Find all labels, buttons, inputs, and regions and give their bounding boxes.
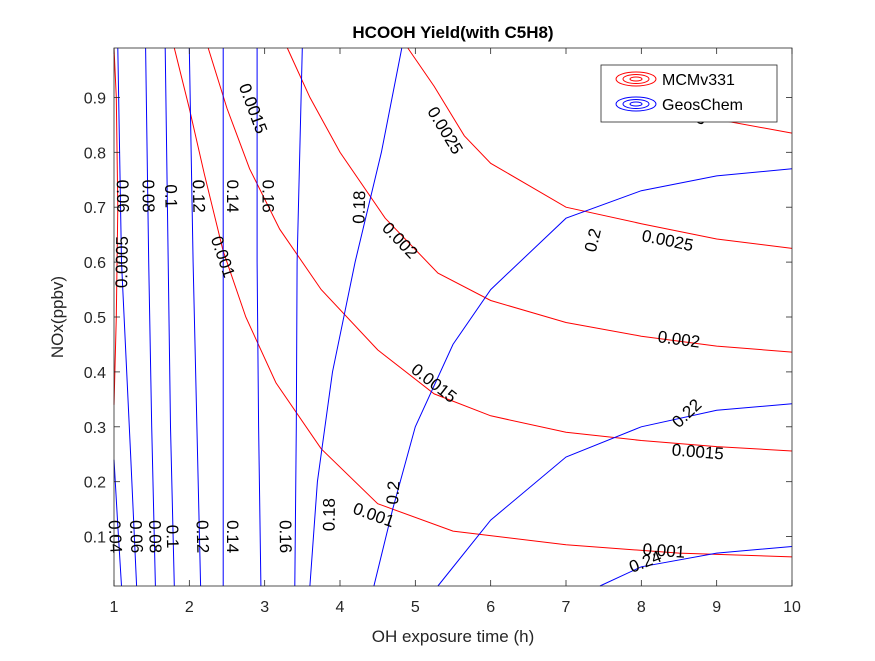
legend-swatch-ring (615, 71, 657, 87)
contour-label: 0.08 (138, 179, 157, 212)
legend: MCMv331 GeosChem (600, 64, 778, 123)
contour-label: 0.1 (163, 525, 183, 549)
contour-line-mcmv331-0.002 (286, 47, 793, 353)
legend-entry-label: GeosChem (662, 97, 743, 114)
y-tick-label: 0.4 (84, 365, 106, 382)
x-tick-label: 9 (712, 599, 721, 616)
contour-line-geoschem-0.08 (145, 47, 156, 587)
x-tick-label: 6 (486, 599, 495, 616)
contour-line-geoschem-0.18 (294, 47, 303, 587)
y-tick-label: 0.5 (84, 310, 106, 327)
contour-label: 0.14 (223, 520, 242, 553)
x-tick-label: 4 (336, 599, 345, 616)
contour-line-geoschem-0.22 (373, 168, 793, 587)
contour-label: 0.0015 (671, 440, 724, 463)
x-tick-label: 3 (260, 599, 269, 616)
y-axis-label: NOx(ppbv) (48, 276, 67, 358)
contour-label: 0.12 (193, 520, 213, 554)
y-tick-label: 0.8 (84, 145, 106, 162)
y-tick-label: 0.1 (84, 530, 106, 547)
contour-label: 0.001 (642, 540, 686, 562)
contour-label: 0.2 (581, 227, 605, 254)
contour-label: 0.18 (349, 190, 369, 224)
x-axis-ticks: 1 2 3 4 5 6 7 8 9 10 (110, 48, 801, 616)
contour-label: 0.06 (113, 180, 133, 213)
y-axis-ticks: 0.1 0.2 0.3 0.4 0.5 0.6 0.7 0.8 0.9 (84, 90, 792, 547)
contour-label: 0.12 (189, 180, 209, 213)
x-tick-label: 7 (562, 599, 571, 616)
y-tick-label: 0.9 (84, 90, 106, 107)
contour-line-geoschem-extra (599, 546, 793, 587)
contour-line-geoschem-0.24 (437, 403, 793, 587)
contour-label: 0.2 (383, 480, 404, 505)
x-tick-label: 5 (411, 599, 420, 616)
x-tick-label: 1 (110, 599, 119, 616)
y-tick-label: 0.2 (84, 475, 106, 492)
y-tick-label: 0.6 (84, 255, 106, 272)
contour-line-geoschem-0.2 (309, 47, 403, 587)
x-tick-label: 2 (185, 599, 194, 616)
contour-label: 0.1 (161, 184, 180, 208)
x-tick-label: 10 (783, 599, 801, 616)
contour-label: 0.16 (276, 520, 295, 553)
plot-area (114, 48, 792, 586)
x-axis-label: OH exposure time (h) (372, 627, 535, 646)
contour-line-geoschem-0.06 (117, 47, 138, 587)
y-tick-label: 0.3 (84, 420, 106, 437)
chart-title: HCOOH Yield(with C5H8) (352, 23, 553, 42)
contour-line-mcmv331-0.0015 (207, 47, 793, 452)
legend-swatch-ring (622, 74, 650, 84)
contour-label: 0.16 (258, 180, 277, 213)
contour-label: 0.18 (320, 498, 339, 531)
contour-label: 0.06 (126, 520, 146, 554)
y-tick-label: 0.7 (84, 200, 106, 217)
contour-line-mcmv331-0.001 (173, 47, 793, 558)
contour-line-geoschem-0.16 (256, 48, 262, 587)
x-tick-label: 8 (637, 599, 646, 616)
legend-swatch-ring (615, 96, 657, 112)
contour-line-geoschem-0.12 (188, 47, 202, 587)
contour-label: 0.0005 (112, 236, 132, 288)
contour-label: 0.14 (223, 180, 242, 213)
contour-label: 0.08 (145, 520, 165, 554)
legend-swatch-ring (622, 99, 650, 109)
contour-line-geoschem-0.1 (164, 47, 175, 587)
legend-swatch-ring (629, 101, 643, 107)
contour-line-mcmv331-0.0025 (407, 47, 793, 249)
legend-swatch-ring (629, 76, 643, 82)
legend-entry-label: MCMv331 (662, 72, 735, 89)
